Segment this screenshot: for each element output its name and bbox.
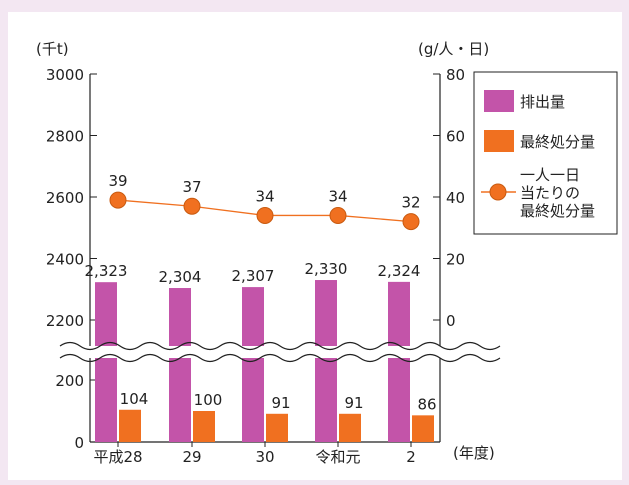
right-tick-label: 40 <box>446 189 465 207</box>
per-capita-point <box>256 206 274 224</box>
bar-emissions <box>242 287 264 442</box>
left-tick-label: 2800 <box>46 128 84 146</box>
per-capita-label: 32 <box>401 194 420 212</box>
bar-label-emissions: 2,304 <box>159 268 202 286</box>
bar-label-final-disposal: 104 <box>120 390 149 408</box>
left-tick-label: 200 <box>55 372 84 390</box>
bar-label-emissions: 2,324 <box>378 262 421 280</box>
legend-swatch-emissions <box>484 90 514 112</box>
right-tick-label: 0 <box>446 312 456 330</box>
bar-final-disposal <box>119 409 141 442</box>
per-capita-label: 39 <box>108 172 127 190</box>
bar-emissions <box>388 281 410 442</box>
bar-final-disposal <box>266 413 288 442</box>
left-tick-label: 2400 <box>46 251 84 269</box>
right-tick-label: 60 <box>446 128 465 146</box>
x-axis-unit-label: (年度) <box>453 444 495 462</box>
bar-label-emissions: 2,307 <box>232 267 275 285</box>
break-line-upper <box>59 341 501 351</box>
bar-emissions <box>169 288 191 442</box>
x-tick-label: 30 <box>255 448 274 466</box>
legend-label-per-capita-line2: 当たりの <box>520 184 580 202</box>
x-tick-label: 平成28 <box>93 448 142 466</box>
bar-label-final-disposal: 91 <box>344 394 363 412</box>
legend-label-per-capita-line3: 最終処分量 <box>520 202 595 220</box>
per-capita-point <box>109 191 127 209</box>
left-tick-label: 2200 <box>46 312 84 330</box>
bar-label-emissions: 2,330 <box>305 260 348 278</box>
per-capita-label: 37 <box>182 178 201 196</box>
legend-label-final-disposal: 最終処分量 <box>520 133 595 151</box>
left-tick-label: 0 <box>74 434 84 452</box>
x-tick-label: 令和元 <box>315 448 360 466</box>
per-capita-label: 34 <box>255 187 274 205</box>
bar-final-disposal <box>339 413 361 442</box>
legend-swatch-final-disposal <box>484 130 514 152</box>
left-tick-label: 3000 <box>46 66 84 84</box>
right-tick-label: 20 <box>446 251 465 269</box>
break-gap <box>60 346 470 358</box>
right-axis-unit-label: (g/人・日) <box>418 40 489 58</box>
data-labels: 2,323 104 2,304 100 2,307 91 2,330 91 2,324 86 <box>85 260 437 413</box>
right-tick-label: 80 <box>446 66 465 84</box>
bar-label-final-disposal: 91 <box>271 394 290 412</box>
bar-label-final-disposal: 100 <box>194 391 223 409</box>
x-tick-label: 2 <box>406 448 416 466</box>
break-line-lower <box>59 353 501 363</box>
legend-label-per-capita-line1: 一人一日 <box>520 166 580 184</box>
bar-final-disposal <box>193 411 215 442</box>
axes: 2200 2400 2600 2800 3000 0 200 0 20 40 60 80 <box>46 66 465 452</box>
bar-final-disposal <box>412 415 434 442</box>
line-series: 39 37 34 34 32 <box>108 172 421 231</box>
per-capita-point <box>183 197 201 215</box>
per-capita-point <box>329 206 347 224</box>
axis-break-mark <box>59 341 501 363</box>
bar-emissions <box>95 282 117 442</box>
bar-label-emissions: 2,323 <box>85 262 128 280</box>
x-tick-label: 29 <box>182 448 201 466</box>
legend-marker-icon <box>489 183 507 201</box>
left-axis-unit-label: (千t) <box>36 40 69 58</box>
x-tick-labels: 平成28 29 30 令和元 2 <box>93 442 416 466</box>
bar-label-final-disposal: 86 <box>417 395 436 413</box>
left-tick-label: 2600 <box>46 189 84 207</box>
legend-label-emissions: 排出量 <box>520 93 565 111</box>
per-capita-point <box>402 213 420 231</box>
bars <box>95 280 434 442</box>
per-capita-label: 34 <box>328 187 347 205</box>
legend: 排出量 最終処分量 一人一日 当たりの 最終処分量 <box>473 71 618 235</box>
